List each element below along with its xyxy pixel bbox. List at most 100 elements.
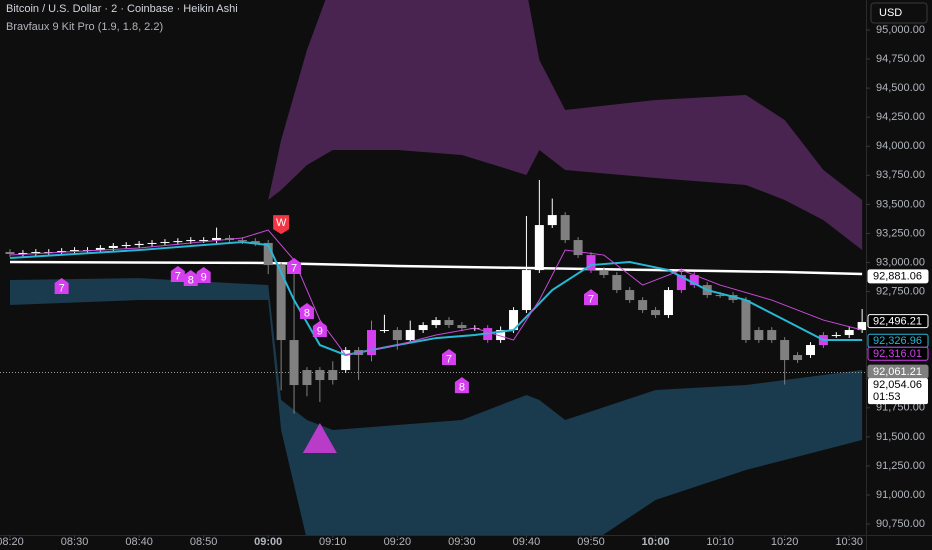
x-tick-label: 10:20 [771, 536, 799, 548]
candle-body [780, 340, 790, 361]
candle-body [844, 330, 854, 336]
price-label: 92,496.21 [873, 315, 922, 327]
candle-body [418, 325, 428, 331]
x-tick-label: 10:00 [641, 536, 669, 548]
x-tick-label: 10:10 [706, 536, 734, 548]
x-tick-label: 09:20 [384, 536, 412, 548]
candle-body [651, 310, 661, 316]
candle-body [212, 237, 222, 241]
currency-button[interactable] [870, 2, 928, 24]
y-tick-label: 94,250.00 [876, 111, 925, 123]
count-marker-label: 8 [459, 381, 465, 393]
count-marker-label: 7 [59, 282, 65, 294]
indicator-line [9, 229, 863, 356]
candle-body [534, 225, 544, 271]
candle-body [638, 300, 648, 311]
y-tick-label: 95,000.00 [876, 24, 925, 36]
candle-body [121, 245, 131, 247]
currency-label[interactable]: USD [879, 7, 902, 19]
candle-body [405, 330, 415, 341]
candle-body [250, 241, 260, 243]
candle-body [95, 247, 105, 251]
candle-body [676, 275, 686, 291]
candle-body [586, 255, 596, 271]
candle-body [18, 252, 28, 255]
count-marker-label: 8 [188, 274, 194, 286]
price-label-box [867, 314, 929, 329]
candle-body [302, 370, 312, 386]
count-marker [583, 289, 598, 306]
candle-body [289, 340, 299, 386]
candle-body [496, 330, 506, 341]
price-label: 92,316.01 [873, 348, 922, 360]
candle-body [341, 350, 351, 371]
y-tick-label: 93,000.00 [876, 256, 925, 268]
band-area [10, 278, 863, 535]
count-marker-label: 9 [201, 271, 207, 283]
candle-body [573, 240, 583, 256]
candle-body [715, 295, 725, 297]
y-tick-label: 92,750.00 [876, 285, 925, 297]
x-tick-label: 08:30 [61, 536, 89, 548]
candle-body [431, 320, 441, 326]
y-tick-label: 91,250.00 [876, 460, 925, 472]
count-marker-label: 7 [175, 270, 181, 282]
indicator-title: Bravfaux 9 Kit Pro (1.9, 1.8, 2.2) [6, 21, 163, 33]
candle-body [263, 242, 273, 266]
y-tick-label: 94,000.00 [876, 140, 925, 152]
price-label: 92,061.21 [873, 366, 922, 378]
candle-body [612, 275, 622, 291]
y-tick-label: 93,500.00 [876, 198, 925, 210]
countdown-label: 01:53 [873, 391, 901, 403]
count-marker [441, 349, 456, 366]
candle-body [625, 290, 635, 301]
candle-body [444, 320, 454, 326]
triangle-marker [302, 423, 337, 454]
count-marker [170, 266, 185, 283]
candle-body [793, 355, 803, 361]
y-tick-label: 94,750.00 [876, 53, 925, 65]
last-price-label: 92,054.06 [873, 379, 922, 391]
count-marker [287, 258, 302, 275]
chart-title: Bitcoin / U.S. Dollar · 2 · Coinbase · H… [6, 3, 238, 15]
candle-body [560, 215, 570, 241]
signal-marker [273, 215, 290, 235]
price-label-box [867, 346, 929, 361]
count-marker-label: 7 [588, 293, 594, 305]
y-tick-label: 91,750.00 [876, 402, 925, 414]
indicator-line [9, 241, 863, 357]
candle-body [857, 322, 866, 331]
x-tick-label: 09:40 [513, 536, 541, 548]
y-tick-label: 94,500.00 [876, 82, 925, 94]
x-tick-label: 09:30 [448, 536, 476, 548]
candle-body [147, 242, 157, 244]
count-marker-label: 7 [291, 262, 297, 274]
candle-body [509, 310, 519, 331]
price-label-box [867, 269, 929, 284]
candle-body [173, 241, 183, 243]
last-price-box [868, 378, 928, 405]
axes: 95,000.00 94,750.00 94,500.00 94,250.00 94,0… [0, 24, 929, 548]
count-marker-label: 9 [317, 325, 323, 337]
candle-body [5, 252, 15, 255]
count-marker-label: 8 [304, 307, 310, 319]
count-marker [183, 270, 198, 287]
candle-body [315, 370, 325, 381]
count-marker [54, 278, 69, 295]
y-tick-label: 93,750.00 [876, 169, 925, 181]
band-area [268, 0, 863, 251]
candle-body [392, 330, 402, 341]
candle-body [237, 240, 247, 242]
candle-body [328, 370, 338, 381]
y-tick-label: 93,250.00 [876, 227, 925, 239]
candle-body [805, 345, 815, 356]
price-label: 92,326.96 [873, 335, 922, 347]
x-tick-label: 08:40 [125, 536, 153, 548]
candle-body [663, 290, 673, 316]
candle-body [57, 250, 67, 253]
candle-body [457, 325, 467, 329]
count-marker [454, 377, 469, 394]
candle-body [134, 243, 144, 246]
